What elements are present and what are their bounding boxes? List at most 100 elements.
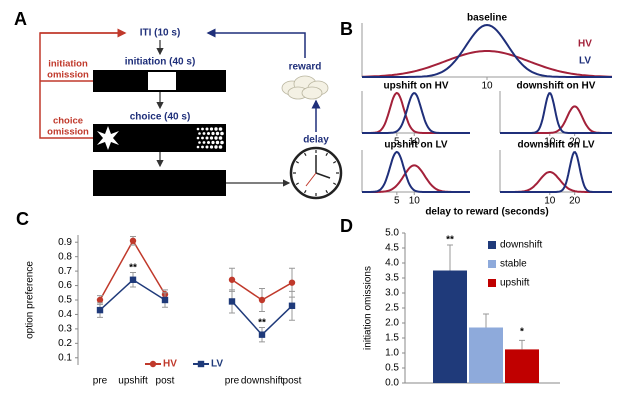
dot: [202, 132, 206, 135]
y-tick-label: 0.2: [58, 338, 72, 349]
y-tick-label: 1.0: [385, 348, 399, 359]
density-curve: [500, 150, 612, 193]
subplot-title: upshift on LV: [384, 140, 447, 151]
legend-swatch: [488, 241, 496, 249]
dot: [220, 140, 224, 145]
point: [228, 276, 236, 283]
reward-cloud: [281, 75, 329, 100]
y-tick-label: 0.9: [58, 237, 72, 248]
dot: [202, 141, 206, 144]
x-tick-label: 10: [544, 137, 556, 148]
clock-tick: [295, 160, 299, 164]
dot: [207, 132, 210, 135]
y-tick-label: 0.1: [58, 352, 72, 363]
dot: [214, 127, 218, 131]
point: [161, 296, 169, 304]
annotation: **: [446, 235, 454, 246]
clock-tick: [325, 152, 329, 156]
star-stimulus: [97, 126, 119, 150]
panel-label: D: [340, 216, 353, 236]
bar: [433, 270, 467, 383]
point: [96, 306, 104, 314]
dot: [214, 145, 218, 149]
dot: [205, 127, 209, 131]
point: [228, 298, 236, 305]
y-tick-label: 0.3: [58, 324, 72, 335]
y-tick-label: 4.0: [385, 258, 399, 269]
delay-screen: [93, 170, 226, 196]
clock: [289, 146, 343, 200]
y-tick-label: 0.8: [58, 251, 72, 262]
dot: [215, 140, 220, 145]
x-axis-label: delay to reward (seconds): [425, 207, 548, 218]
x-tick-label: 10: [409, 137, 421, 148]
bar: [469, 327, 503, 383]
legend-entry: downshift: [500, 240, 542, 251]
x-tick-label: 5: [394, 137, 400, 148]
dot-stimulus: [196, 127, 224, 149]
dot: [211, 140, 215, 145]
legend-entry: upshift: [500, 278, 530, 289]
point: [129, 237, 137, 244]
clock-tick: [333, 182, 337, 186]
y-tick-label: 0.5: [385, 363, 399, 374]
legend-swatch: [197, 360, 205, 368]
dot: [215, 131, 220, 136]
dot: [218, 136, 223, 140]
y-tick-label: 0.6: [58, 280, 72, 291]
dot: [209, 127, 214, 131]
y-tick-label: 0.5: [58, 295, 72, 306]
clock-tick: [295, 182, 299, 186]
legend-swatch: [149, 360, 157, 368]
y-tick-label: 2.0: [385, 318, 399, 329]
y-tick-label: 3.5: [385, 273, 399, 284]
point: [288, 279, 296, 286]
x-tick-label: pre: [93, 376, 108, 387]
x-tick-label: post: [156, 376, 175, 387]
y-tick-label: 2.5: [385, 303, 399, 314]
x-tick-label: 5: [394, 196, 400, 207]
legend-entry: HV: [578, 39, 592, 50]
dot: [218, 145, 223, 149]
omission-label: omission: [47, 70, 89, 81]
subplot-title: downshift on HV: [517, 81, 596, 92]
omission-label: choice: [53, 116, 83, 127]
reward-label: reward: [289, 62, 322, 73]
dot: [196, 145, 200, 149]
omission-label: omission: [47, 127, 89, 138]
panel-a: A ITI (10 s) initiation (40 s) choice (4…: [14, 9, 343, 200]
y-tick-label: 0.7: [58, 266, 72, 277]
error-bar: [519, 339, 525, 350]
point: [96, 296, 104, 304]
legend-swatch: [488, 260, 496, 268]
point: [258, 296, 266, 304]
legend-swatch: [488, 279, 496, 287]
y-tick-label: 1.5: [385, 333, 399, 344]
dot: [198, 141, 201, 144]
error-bar: [483, 313, 489, 328]
density-curve: [500, 92, 612, 134]
initiation-label: initiation (40 s): [125, 57, 196, 68]
y-tick-label: 0.0: [385, 378, 399, 389]
density-curve: [362, 164, 470, 193]
dot: [201, 127, 204, 131]
panel-label: A: [14, 9, 27, 29]
subplot-title: upshift on HV: [384, 81, 449, 92]
y-tick-label: 0.4: [58, 309, 72, 320]
point: [258, 331, 266, 338]
loop-arrow: [206, 28, 306, 58]
dot: [211, 131, 215, 136]
annotation: **: [129, 263, 137, 274]
omission-label: initiation: [48, 59, 88, 70]
x-tick-label: pre: [225, 376, 240, 387]
y-tick-label: 5.0: [385, 228, 399, 239]
density-curve: [362, 91, 470, 134]
panel-label: B: [340, 19, 353, 39]
density-curve: [362, 23, 612, 78]
dot: [196, 136, 200, 140]
dot: [209, 136, 214, 140]
clock-tick: [325, 190, 329, 194]
dot: [196, 127, 200, 131]
legend-entry: LV: [579, 56, 591, 67]
subplot-title: baseline: [467, 13, 507, 24]
